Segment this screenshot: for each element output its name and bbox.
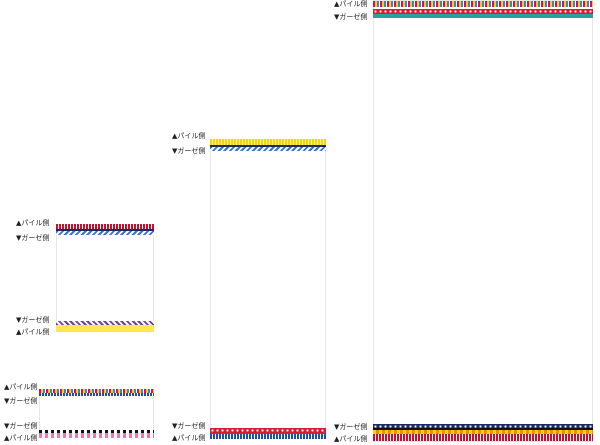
towel-4-bottom-accent <box>373 428 593 430</box>
towel-1-gauze-bottom-band <box>56 321 154 325</box>
towel-3-pile-bottom-band <box>210 434 326 439</box>
towel-4-bottom-pattern <box>373 430 593 434</box>
towel-2-gauze-top-band <box>39 393 154 396</box>
towel-3-pile-top-band <box>210 139 326 145</box>
gauze-side-label: ▼ガーゼ側 <box>172 422 206 430</box>
pile-side-label: ▲パイル側 <box>334 435 368 443</box>
towel-2-pile-bottom-band <box>39 433 154 438</box>
towel-2-gauze-bottom-band <box>39 430 154 433</box>
towel-4-pile-top-band <box>373 1 593 7</box>
pile-side-label: ▲パイル側 <box>172 434 206 442</box>
towel-1-top-accent <box>56 229 154 231</box>
gauze-side-label: ▼ガーゼ側 <box>172 147 206 155</box>
towel-1-pile-bottom-band <box>56 325 154 332</box>
towel-3-top-accent <box>210 145 326 147</box>
pile-side-label: ▲パイル側 <box>334 0 368 8</box>
towel-4-top-accent <box>373 14 593 18</box>
towel-3-gauze-top-band <box>210 147 326 151</box>
pile-side-label: ▲パイル側 <box>16 219 50 227</box>
towel-1-gauze-top-band <box>56 231 154 235</box>
towel-4-gauze-top-band <box>373 9 593 14</box>
towel-1 <box>56 224 154 332</box>
pile-side-label: ▲パイル側 <box>172 132 206 140</box>
towel-2 <box>39 389 154 438</box>
gauze-side-label: ▼ガーゼ側 <box>334 13 368 21</box>
gauze-side-label: ▼ガーゼ側 <box>334 423 368 431</box>
pile-side-label: ▲パイル側 <box>4 383 38 391</box>
gauze-side-label: ▼ガーゼ側 <box>4 397 38 405</box>
towel-1-pile-top-band <box>56 224 154 229</box>
towel-4-gauze-bottom-band <box>373 424 593 428</box>
gauze-side-label: ▼ガーゼ側 <box>4 422 38 430</box>
towel-2-pile-top-band <box>39 389 154 393</box>
towel-4-pile-bottom-band <box>373 434 593 441</box>
pile-side-label: ▲パイル側 <box>16 328 50 336</box>
towel-3-gauze-bottom-band <box>210 428 326 434</box>
gauze-side-label: ▼ガーゼ側 <box>16 234 50 242</box>
pile-side-label: ▲パイル側 <box>4 434 38 442</box>
towel-3 <box>210 139 326 439</box>
gauze-side-label: ▼ガーゼ側 <box>16 316 50 324</box>
towel-4 <box>373 0 593 442</box>
